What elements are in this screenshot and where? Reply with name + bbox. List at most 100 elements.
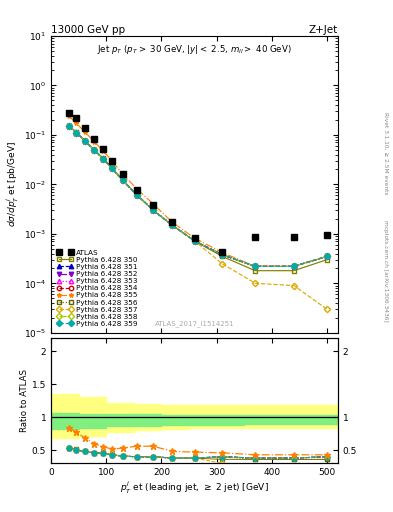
Pythia 6.428 356 (83, 138, 88, 144)
Pythia 6.428 352 (83, 138, 88, 144)
Pythia 6.428 357 (253, 280, 257, 286)
Legend: ATLAS, Pythia 6.428 350, Pythia 6.428 351, Pythia 6.428 352, Pythia 6.428 353, P: ATLAS, Pythia 6.428 350, Pythia 6.428 35… (54, 247, 140, 330)
Pythia 6.428 357 (151, 207, 156, 214)
Pythia 6.428 357 (120, 177, 125, 183)
Pythia 6.428 353 (292, 263, 296, 269)
Pythia 6.428 351 (83, 138, 88, 144)
Pythia 6.428 356 (325, 253, 329, 260)
Pythia 6.428 350 (325, 257, 329, 263)
Pythia 6.428 357 (220, 261, 224, 267)
Pythia 6.428 352 (74, 130, 79, 136)
Pythia 6.428 354 (292, 263, 296, 269)
Pythia 6.428 351 (220, 251, 224, 258)
Pythia 6.428 350 (83, 138, 88, 144)
Pythia 6.428 352 (67, 123, 72, 129)
Pythia 6.428 355 (292, 263, 296, 269)
Pythia 6.428 352 (134, 191, 139, 198)
Pythia 6.428 356 (109, 165, 114, 172)
Pythia 6.428 359 (101, 156, 105, 162)
Line: Pythia 6.428 350: Pythia 6.428 350 (67, 123, 329, 273)
Pythia 6.428 353 (92, 146, 97, 153)
Text: 13000 GeV pp: 13000 GeV pp (51, 25, 125, 35)
Pythia 6.428 352 (170, 222, 175, 228)
Pythia 6.428 352 (109, 165, 114, 172)
Line: Pythia 6.428 358: Pythia 6.428 358 (67, 124, 329, 269)
Pythia 6.428 359 (151, 207, 156, 214)
Pythia 6.428 350 (67, 123, 72, 129)
Pythia 6.428 350 (151, 207, 156, 214)
Text: mcplots.cern.ch [arXiv:1306.3436]: mcplots.cern.ch [arXiv:1306.3436] (383, 221, 388, 322)
Text: Rivet 3.1.10, ≥ 2.5M events: Rivet 3.1.10, ≥ 2.5M events (383, 112, 388, 195)
Pythia 6.428 353 (109, 165, 114, 172)
Pythia 6.428 354 (83, 138, 88, 144)
Pythia 6.428 354 (92, 146, 97, 153)
Pythia 6.428 350 (109, 164, 114, 170)
Pythia 6.428 355 (134, 185, 139, 191)
Pythia 6.428 352 (292, 263, 296, 269)
Pythia 6.428 354 (170, 222, 175, 228)
Pythia 6.428 353 (120, 177, 125, 183)
Pythia 6.428 351 (325, 253, 329, 260)
Pythia 6.428 355 (83, 130, 88, 136)
Pythia 6.428 356 (92, 146, 97, 153)
ATLAS (192, 235, 197, 241)
Pythia 6.428 354 (74, 130, 79, 136)
Pythia 6.428 356 (120, 177, 125, 183)
Text: ATLAS_2017_I1514251: ATLAS_2017_I1514251 (155, 320, 234, 327)
Pythia 6.428 358 (292, 263, 296, 269)
Pythia 6.428 356 (253, 263, 257, 269)
Pythia 6.428 358 (151, 207, 156, 214)
Pythia 6.428 356 (67, 123, 72, 129)
Pythia 6.428 350 (292, 268, 296, 274)
Pythia 6.428 351 (292, 263, 296, 269)
Y-axis label: $d\sigma/dp_T^j$ et [pb/GeV]: $d\sigma/dp_T^j$ et [pb/GeV] (5, 141, 21, 227)
Pythia 6.428 358 (67, 123, 72, 129)
ATLAS (134, 186, 139, 193)
Pythia 6.428 359 (83, 138, 88, 144)
Pythia 6.428 350 (120, 177, 125, 183)
Pythia 6.428 355 (325, 253, 329, 260)
Pythia 6.428 351 (101, 156, 105, 162)
Pythia 6.428 354 (134, 191, 139, 198)
Pythia 6.428 358 (109, 165, 114, 172)
Text: Z+Jet: Z+Jet (309, 25, 338, 35)
Pythia 6.428 354 (120, 177, 125, 183)
Pythia 6.428 357 (170, 222, 175, 228)
Pythia 6.428 351 (120, 177, 125, 183)
Pythia 6.428 358 (120, 177, 125, 183)
Pythia 6.428 356 (192, 238, 197, 244)
Pythia 6.428 350 (192, 238, 197, 244)
Pythia 6.428 352 (253, 263, 257, 269)
Pythia 6.428 351 (253, 263, 257, 269)
Pythia 6.428 356 (74, 130, 79, 136)
ATLAS (83, 125, 88, 132)
Line: Pythia 6.428 352: Pythia 6.428 352 (67, 124, 329, 269)
Pythia 6.428 357 (101, 156, 105, 162)
Pythia 6.428 358 (92, 146, 97, 153)
Pythia 6.428 352 (192, 238, 197, 244)
Pythia 6.428 351 (192, 238, 197, 244)
Pythia 6.428 357 (134, 191, 139, 198)
ATLAS (325, 232, 329, 238)
Pythia 6.428 352 (151, 207, 156, 214)
ATLAS (120, 171, 125, 177)
Pythia 6.428 359 (67, 123, 72, 129)
Pythia 6.428 353 (83, 138, 88, 144)
Pythia 6.428 358 (170, 222, 175, 228)
Pythia 6.428 359 (325, 253, 329, 260)
Pythia 6.428 359 (292, 263, 296, 269)
Pythia 6.428 359 (220, 251, 224, 258)
Pythia 6.428 354 (151, 207, 156, 214)
Pythia 6.428 353 (253, 263, 257, 269)
Pythia 6.428 350 (92, 146, 97, 153)
Line: Pythia 6.428 354: Pythia 6.428 354 (67, 124, 329, 269)
Pythia 6.428 358 (74, 130, 79, 136)
Pythia 6.428 353 (220, 251, 224, 258)
Pythia 6.428 357 (74, 130, 79, 136)
Pythia 6.428 358 (192, 238, 197, 244)
Pythia 6.428 354 (67, 123, 72, 129)
Line: Pythia 6.428 355: Pythia 6.428 355 (67, 114, 329, 269)
Pythia 6.428 358 (325, 253, 329, 260)
ATLAS (67, 110, 72, 116)
ATLAS (151, 202, 156, 208)
